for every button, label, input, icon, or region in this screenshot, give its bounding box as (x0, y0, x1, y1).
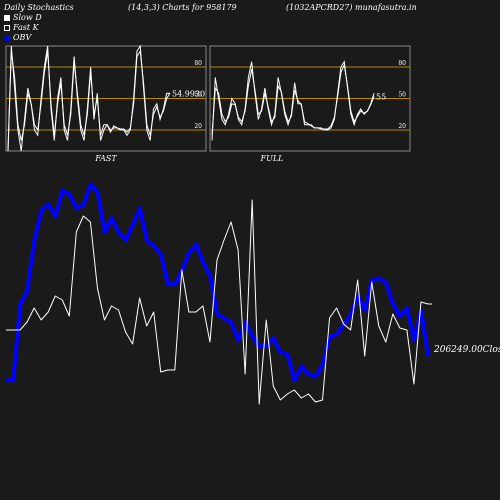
full-panel-title: FULL (260, 154, 284, 163)
legend-fast-k: Fast K (4, 23, 39, 32)
obv-series-obv (6, 182, 430, 382)
slow-d-swatch (4, 14, 10, 21)
legend-obv: OBV (4, 33, 31, 42)
full-tick-20: 20 (398, 123, 406, 130)
fast-panel: 20 50 80 54.9930 FAST (5, 44, 207, 163)
full-panel: 20 50 80 55 FULL (209, 45, 411, 163)
fast-tick-20: 20 (194, 123, 202, 130)
fast-tick-50: 50 (194, 92, 202, 99)
fast-panel-title: FAST (94, 154, 117, 163)
legend-slow-d-label: Slow D (13, 13, 42, 22)
obv-swatch (4, 34, 10, 41)
chart-params: (14,3,3) Charts for 958179 (128, 3, 237, 12)
full-tick-80: 80 (398, 60, 406, 67)
legend-fast-k-label: Fast K (13, 23, 39, 32)
legend-obv-label: OBV (13, 33, 32, 42)
fast-tick-80: 80 (194, 60, 202, 67)
fast-series-1 (7, 49, 171, 152)
chart-symbol: (1032APCRD27) munafasutra.in (286, 3, 417, 12)
full-series-1 (211, 63, 375, 136)
obv-panel: 206249.00Close (6, 182, 500, 405)
fast-last-value: 54.9930 (172, 89, 205, 98)
full-tick-50: 50 (398, 92, 406, 99)
chart-title: Daily Stochastics (4, 3, 74, 12)
obv-series-price (6, 199, 429, 405)
legend-slow-d: Slow D (4, 13, 42, 22)
full-last-value: 55 (376, 92, 386, 101)
close-label: 206249.00Close (433, 345, 500, 355)
fast-k-swatch (4, 24, 10, 31)
